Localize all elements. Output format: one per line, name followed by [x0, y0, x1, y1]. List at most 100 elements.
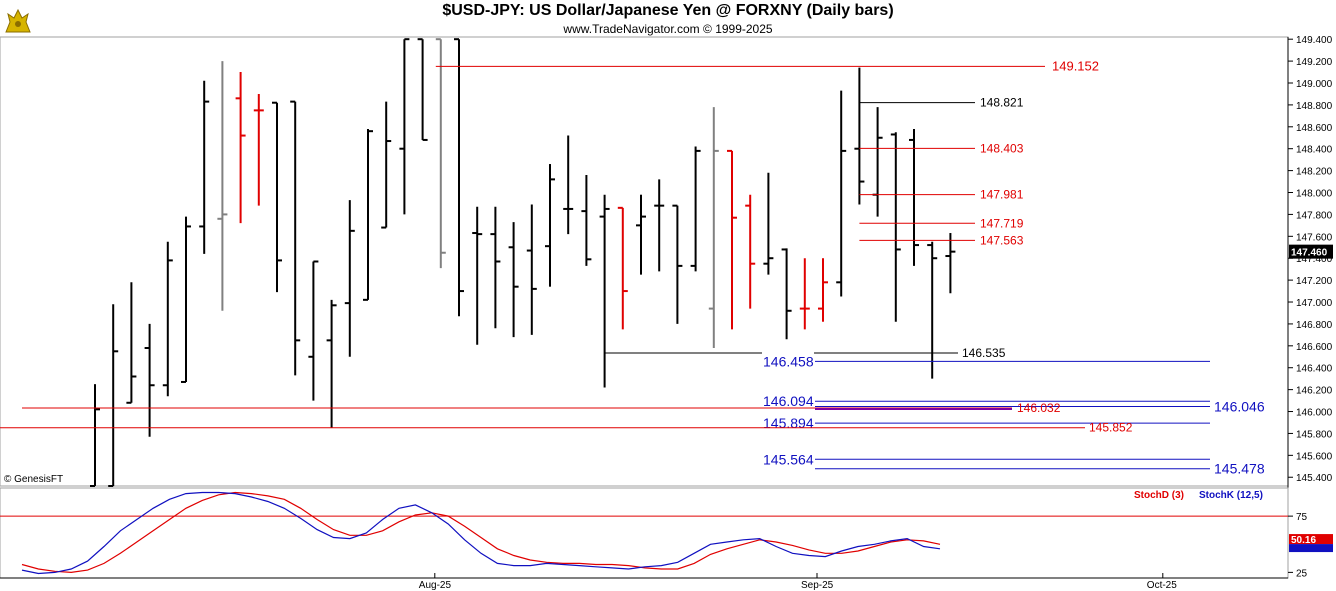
level-label: 146.094 — [763, 393, 814, 409]
price-axis-background — [1288, 37, 1336, 486]
stochastic-panel: 75 25 StochD (3) StochK (12,5) 50.16 — [0, 487, 1333, 579]
ohlc-bar — [181, 216, 191, 383]
date-tick-label: Aug-25 — [419, 580, 452, 591]
stoch-d-last-box — [1289, 534, 1333, 545]
ohlc-bar — [654, 179, 665, 272]
ohlc-bar — [526, 204, 537, 335]
price-levels: 149.152 148.821 148.403 147.981 147.719 147.5… — [0, 58, 1265, 477]
level-label: 145.852 — [1089, 421, 1133, 435]
level-label-bg — [762, 392, 814, 410]
legend-stoch-k: StochK (12,5) — [1199, 490, 1263, 501]
ohlc-bar — [745, 194, 756, 309]
ohlc-bar — [199, 80, 210, 254]
level-label-bg — [762, 450, 814, 468]
ohlc-bar — [617, 206, 628, 330]
price-tick-label: 149.200 — [1296, 57, 1333, 68]
ohlc-bar — [454, 38, 464, 317]
level-label-bg — [762, 352, 814, 370]
level-label: 145.894 — [763, 415, 814, 431]
ohlc-bar — [708, 107, 719, 349]
ohlc-bar — [344, 200, 355, 357]
ohlc-bar — [545, 164, 555, 287]
level-label: 148.403 — [980, 141, 1024, 155]
level-label: 146.032 — [1017, 401, 1061, 415]
price-tick-label: 146.600 — [1296, 342, 1333, 353]
price-tick-label: 146.800 — [1296, 320, 1333, 331]
price-tick-label: 146.200 — [1296, 386, 1333, 397]
ohlc-bar — [435, 38, 446, 269]
ohlc-bar — [799, 258, 810, 330]
stoch-d-line — [21, 491, 941, 574]
date-tick-label: Oct-25 — [1147, 580, 1177, 591]
copyright-label: © GenesisFT — [4, 474, 64, 485]
price-tick-label: 149.000 — [1296, 79, 1333, 90]
stoch-k-line — [21, 491, 941, 575]
ohlc-bar — [909, 128, 919, 266]
ohlc-bar — [945, 233, 956, 294]
ohlc-bar — [636, 194, 646, 275]
level-label: 149.152 — [1052, 58, 1099, 73]
stoch-last-label: 50.16 — [1291, 535, 1316, 546]
ohlc-bar — [272, 101, 282, 293]
price-tick-label: 145.400 — [1296, 473, 1333, 484]
ohlc-bar — [108, 304, 119, 487]
ohlc-bar — [818, 258, 828, 322]
price-tick-label: 147.800 — [1296, 210, 1333, 221]
ohlc-bar — [563, 135, 574, 235]
ohlc-bar — [781, 248, 792, 340]
price-tick-label: 148.600 — [1296, 123, 1333, 134]
price-tick-label: 148.800 — [1296, 101, 1333, 112]
ohlc-bar — [672, 204, 683, 324]
ohlc-bar — [927, 241, 938, 379]
ohlc-bar — [417, 38, 428, 141]
price-tick-label: 149.400 — [1296, 35, 1333, 46]
ohlc-bar — [381, 101, 392, 229]
ohlc-bar — [126, 282, 137, 404]
price-tick-label: 147.600 — [1296, 232, 1333, 243]
price-plot-frame — [0, 36, 1289, 487]
ohlc-bar — [363, 128, 373, 301]
price-panel — [0, 36, 1289, 487]
ohlc-bar — [399, 38, 410, 215]
price-bars — [90, 38, 956, 487]
stoch-tick-label: 75 — [1296, 512, 1308, 523]
level-label-bg — [762, 414, 814, 432]
price-tick-label: 147.200 — [1296, 276, 1333, 287]
level-label: 147.563 — [980, 233, 1024, 247]
level-label: 148.821 — [980, 96, 1024, 110]
price-tick-label: 145.600 — [1296, 451, 1333, 462]
ohlc-bar — [144, 323, 155, 437]
ohlc-bar — [836, 90, 847, 297]
price-tick-label: 146.000 — [1296, 408, 1333, 419]
last-price-label: 147.460 — [1291, 248, 1328, 259]
price-tick-label: 148.200 — [1296, 167, 1333, 178]
price-tick-label: 147.400 — [1296, 254, 1333, 265]
legend-stoch-d: StochD (3) — [1134, 490, 1184, 501]
ohlc-bar — [235, 72, 246, 224]
level-label: 147.981 — [980, 188, 1024, 202]
ohlc-bar — [854, 67, 865, 205]
ohlc-bar — [581, 174, 592, 266]
stoch-tick-label: 25 — [1296, 568, 1308, 579]
ohlc-bar — [599, 194, 610, 388]
price-tick-label: 148.000 — [1296, 189, 1333, 200]
level-label: 146.458 — [763, 353, 814, 369]
level-label: 146.046 — [1214, 398, 1265, 414]
ohlc-bar — [290, 100, 301, 376]
price-tick-label: 148.400 — [1296, 145, 1333, 156]
ohlc-bar — [472, 206, 483, 345]
stoch-k-last-box — [1289, 544, 1333, 553]
ohlc-bar — [890, 132, 901, 322]
price-axis: 149.400 149.200 149.000 148.800 148.600 148.4… — [1287, 35, 1336, 578]
ohlc-bar — [490, 206, 501, 329]
bull-logo-icon — [2, 2, 36, 41]
ohlc-bar — [217, 61, 228, 311]
date-tick-label: Sep-25 — [801, 580, 834, 591]
ohlc-bar — [90, 384, 100, 487]
date-axis: Aug-25 Sep-25 Oct-25 — [0, 573, 1288, 591]
price-tick-label: 146.400 — [1296, 364, 1333, 375]
level-label: 145.478 — [1214, 461, 1265, 477]
ohlc-bar — [162, 241, 173, 397]
ohlc-bar — [508, 222, 519, 338]
